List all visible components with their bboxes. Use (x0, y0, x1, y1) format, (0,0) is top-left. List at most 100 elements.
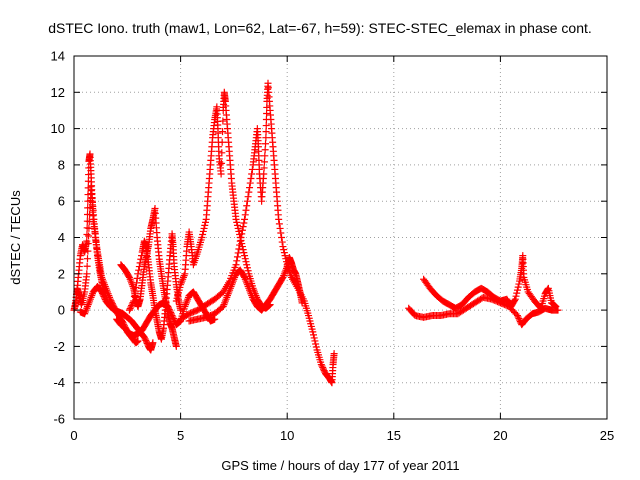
data-point (319, 365, 327, 373)
data-point (275, 215, 283, 223)
gridlines (74, 56, 607, 419)
data-point (131, 288, 139, 296)
data-point (312, 343, 320, 351)
data-point (513, 289, 521, 297)
x-tick-label: 0 (70, 428, 77, 443)
data-point (260, 170, 268, 178)
data-point (125, 272, 133, 280)
data-point (241, 252, 249, 260)
data-point (172, 342, 180, 350)
data-point (233, 253, 241, 261)
series-group (125, 230, 185, 343)
data-point (550, 301, 558, 309)
data-point (84, 255, 92, 263)
data-point (243, 197, 251, 205)
data-point (551, 302, 559, 310)
data-point (262, 128, 270, 136)
data-point (87, 190, 95, 198)
data-point (201, 221, 209, 229)
data-point (238, 230, 246, 238)
data-point (129, 299, 137, 307)
data-point (514, 313, 522, 321)
data-point (175, 318, 183, 326)
data-point (233, 221, 241, 229)
y-tick-label: 10 (51, 121, 65, 136)
data-point (312, 340, 320, 348)
data-point (246, 184, 254, 192)
y-tick-label: 8 (58, 157, 65, 172)
data-point (263, 109, 271, 117)
data-point (135, 263, 143, 271)
data-point (511, 295, 519, 303)
data-point (235, 245, 243, 253)
data-point (169, 315, 177, 323)
data-point (245, 188, 253, 196)
data-point (99, 291, 107, 299)
y-tick-label: 14 (51, 49, 65, 64)
data-point (133, 279, 141, 287)
data-point (218, 149, 226, 157)
data-point (236, 237, 244, 245)
data-point (244, 193, 252, 201)
data-point (136, 259, 144, 267)
data-point (219, 117, 227, 125)
data-point (261, 146, 269, 154)
data-point (513, 312, 521, 320)
data-point (278, 275, 286, 283)
data-point (167, 309, 175, 317)
data-point (165, 304, 173, 312)
data-point (133, 274, 141, 282)
data-point (330, 350, 338, 358)
y-tick-label: 12 (51, 85, 65, 100)
data-point (217, 170, 225, 178)
y-tick-label: 4 (58, 230, 65, 245)
data-point (248, 165, 256, 173)
data-point (85, 217, 93, 225)
data-point (167, 310, 175, 318)
data-point (241, 215, 249, 223)
data-point (85, 232, 93, 240)
data-point (320, 367, 328, 375)
data-point (232, 215, 240, 223)
data-point (513, 286, 521, 294)
series-group (185, 253, 306, 325)
data-point (280, 246, 288, 254)
data-point (243, 202, 251, 210)
data-point (134, 270, 142, 278)
data-point (310, 334, 318, 342)
tick-labels: 0 5 10 15 20 25 -6 -4 -2 0 2 4 6 8 10 12 14 (51, 49, 615, 444)
data-point (138, 252, 146, 260)
data-point (232, 261, 240, 269)
data-point (130, 292, 138, 300)
data-point (83, 262, 91, 270)
y-tick-label: 2 (58, 266, 65, 281)
data-point (233, 257, 241, 265)
series-group (76, 283, 157, 354)
data-point (242, 258, 250, 266)
y-axis-label: dSTEC / TECUs (8, 190, 23, 285)
data-point (83, 224, 91, 232)
data-point (130, 297, 138, 305)
data-point (309, 328, 317, 336)
data-points (70, 79, 562, 387)
data-point (240, 272, 248, 280)
data-point (200, 224, 208, 232)
data-point (262, 134, 270, 142)
series-group (420, 252, 560, 312)
data-point (514, 283, 522, 291)
data-point (279, 243, 287, 251)
data-point (219, 128, 227, 136)
chart-title: dSTEC Iono. truth (maw1, Lon=62, Lat=-67… (48, 20, 592, 36)
data-point (512, 292, 520, 300)
data-point (317, 361, 325, 369)
data-point (143, 339, 151, 347)
y-tick-label: 0 (58, 303, 65, 318)
series-group (113, 288, 219, 340)
data-point (134, 337, 142, 345)
data-point (98, 289, 106, 297)
data-point (83, 270, 91, 278)
data-point (100, 292, 108, 300)
data-point (169, 313, 177, 321)
data-point (170, 316, 178, 324)
y-tick-label: -2 (53, 339, 65, 354)
